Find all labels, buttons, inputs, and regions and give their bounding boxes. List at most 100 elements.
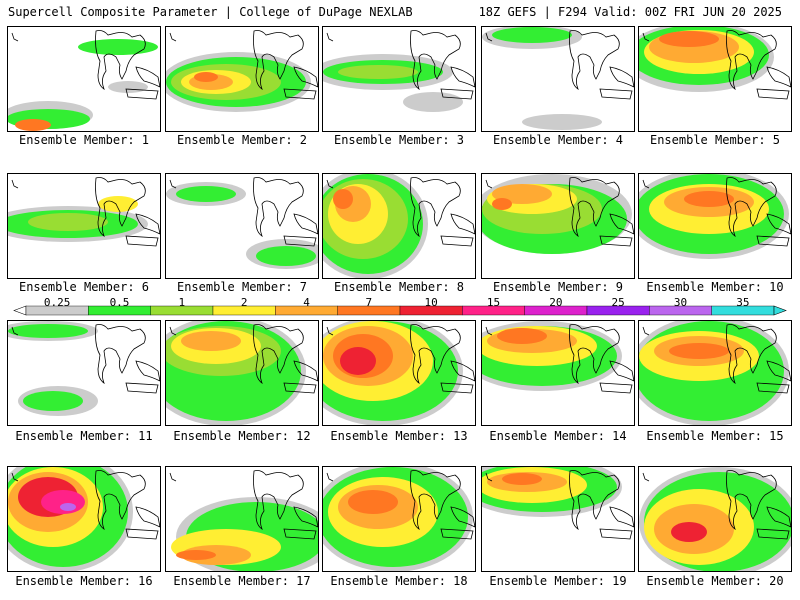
colorbar-tick-label: 7 xyxy=(365,296,373,309)
scp-contour-region xyxy=(659,31,719,47)
member-label: Ensemble Member: 19 xyxy=(489,574,627,588)
color-legend-bar xyxy=(13,305,787,316)
ensemble-panel xyxy=(165,466,319,572)
coastline-fragment xyxy=(326,32,334,42)
scp-contour-region xyxy=(8,324,88,338)
member-label: Ensemble Member: 12 xyxy=(173,429,311,443)
ensemble-panel xyxy=(165,320,319,426)
scp-contour-region xyxy=(60,503,76,511)
scp-field-map xyxy=(482,321,634,394)
great-lakes-outline xyxy=(726,324,791,394)
ensemble-panel xyxy=(322,173,476,279)
scp-field-map xyxy=(639,467,791,571)
scp-field-map xyxy=(482,27,634,130)
great-lakes-outline xyxy=(95,470,160,540)
great-lakes-outline xyxy=(95,177,160,247)
coastline-fragment xyxy=(326,472,334,482)
ensemble-panel xyxy=(638,26,792,132)
coastline-fragment xyxy=(169,326,177,336)
great-lakes-outline xyxy=(726,30,791,100)
member-label: Ensemble Member: 11 xyxy=(15,429,153,443)
member-label: Ensemble Member: 13 xyxy=(330,429,468,443)
scp-contour-region xyxy=(492,27,572,43)
great-lakes-outline xyxy=(569,177,634,247)
scp-contour-region xyxy=(669,343,729,359)
scp-contour-region xyxy=(78,39,158,55)
great-lakes-outline xyxy=(569,324,634,394)
coastline-fragment xyxy=(11,472,19,482)
great-lakes-outline xyxy=(95,30,160,100)
great-lakes-outline xyxy=(569,30,634,100)
member-label: Ensemble Member: 6 xyxy=(18,280,150,294)
member-label: Ensemble Member: 9 xyxy=(492,280,624,294)
scp-field-map xyxy=(169,470,318,571)
colorbar-tick-label: 15 xyxy=(486,296,501,309)
great-lakes-outline xyxy=(569,470,634,540)
ensemble-panel xyxy=(165,26,319,132)
great-lakes-outline xyxy=(726,470,791,540)
member-label: Ensemble Member: 4 xyxy=(492,133,624,147)
great-lakes-outline xyxy=(410,177,475,247)
scp-field-map xyxy=(482,467,634,540)
ensemble-panel xyxy=(481,466,635,572)
ensemble-panel xyxy=(481,173,635,279)
member-label: Ensemble Member: 17 xyxy=(173,574,311,588)
member-label: Ensemble Member: 1 xyxy=(18,133,150,147)
colorbar-tick-label: 25 xyxy=(611,296,625,309)
ensemble-panel xyxy=(481,26,635,132)
coastline-fragment xyxy=(642,32,650,42)
coastline-fragment xyxy=(169,472,177,482)
ensemble-panel xyxy=(638,320,792,426)
scp-contour-region xyxy=(181,331,241,351)
scp-field-map xyxy=(166,177,318,269)
ensemble-panel xyxy=(322,320,476,426)
coastline-fragment xyxy=(642,472,650,482)
member-label: Ensemble Member: 8 xyxy=(333,280,465,294)
scp-field-map xyxy=(323,174,475,278)
scp-field-map xyxy=(8,321,160,416)
coastline-fragment xyxy=(642,179,650,189)
scp-contour-region xyxy=(492,198,512,210)
scp-contour-region xyxy=(502,473,542,485)
colorbar-tick-label: 2 xyxy=(240,296,248,309)
ensemble-panel xyxy=(7,466,161,572)
scp-contour-region xyxy=(15,119,51,131)
coastline-fragment xyxy=(485,472,493,482)
member-label: Ensemble Member: 10 xyxy=(646,280,784,294)
great-lakes-outline xyxy=(253,470,318,540)
scp-field-map xyxy=(166,321,318,425)
scp-contour-region xyxy=(41,490,85,514)
ensemble-panel xyxy=(481,320,635,426)
scp-contour-region xyxy=(671,522,707,542)
great-lakes-outline xyxy=(410,324,475,394)
scp-contour-region xyxy=(98,196,138,212)
colorbar-tick-label: 0.5 xyxy=(109,296,130,309)
scp-field-map xyxy=(639,321,791,425)
great-lakes-outline xyxy=(410,30,475,100)
scp-contour-region xyxy=(340,347,376,375)
great-lakes-outline xyxy=(253,30,318,100)
ensemble-panel xyxy=(322,26,476,132)
coastline-fragment xyxy=(485,179,493,189)
scp-field-map xyxy=(8,467,160,571)
member-label: Ensemble Member: 15 xyxy=(646,429,784,443)
ensemble-panel xyxy=(165,173,319,279)
colorbar-tick-label: 1 xyxy=(178,296,186,309)
scp-contour-region xyxy=(28,213,108,231)
scp-contour-region xyxy=(176,186,236,202)
coastline-fragment xyxy=(11,179,19,189)
scp-contour-region xyxy=(338,65,418,79)
ensemble-panel xyxy=(638,173,792,279)
map-title: Supercell Composite Parameter | College … xyxy=(8,5,413,19)
colorbar-tick-label: 35 xyxy=(736,296,750,309)
coastline-fragment xyxy=(485,32,493,42)
member-label: Ensemble Member: 14 xyxy=(489,429,627,443)
member-label: Ensemble Member: 7 xyxy=(176,280,308,294)
coastline-fragment xyxy=(642,326,650,336)
scp-contour-region xyxy=(108,81,148,93)
great-lakes-outline xyxy=(726,177,791,247)
scp-field-map xyxy=(639,27,791,100)
scp-field-map xyxy=(323,321,475,425)
colorbar-right-arrow xyxy=(773,305,787,316)
scp-contour-region xyxy=(194,72,218,82)
